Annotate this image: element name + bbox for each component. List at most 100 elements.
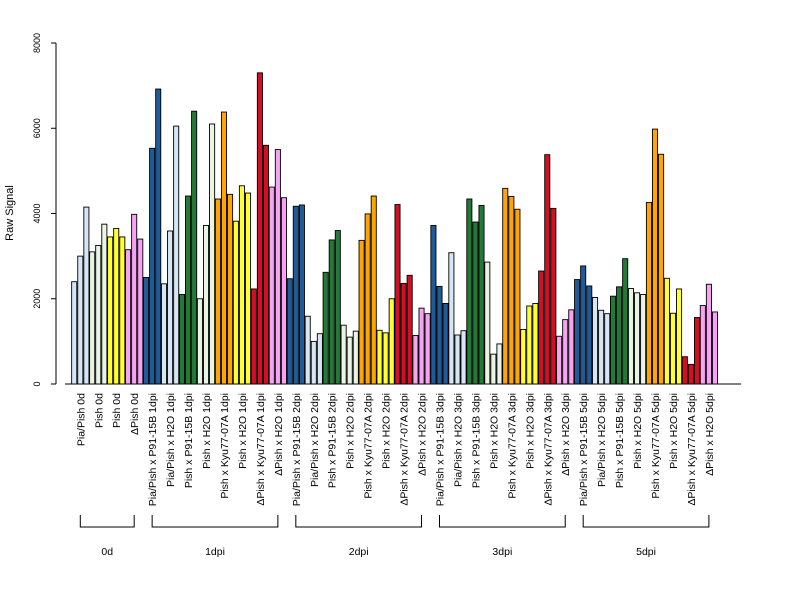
bar [101, 223, 108, 385]
bar [340, 324, 347, 385]
bar [256, 72, 263, 385]
bar [107, 236, 114, 385]
group-label: 2dpi [349, 546, 369, 558]
bar [232, 220, 239, 385]
bar [143, 276, 150, 385]
x-tick-label: ΔPish x H2O 5dpi [704, 393, 716, 476]
x-tick-label: Pish x Kyu77-07A 2dpi [363, 393, 375, 499]
x-tick-label: ΔPish x H2O 3dpi [560, 393, 572, 476]
bar [544, 154, 551, 385]
bar [214, 198, 221, 385]
bar [562, 319, 569, 385]
bar [220, 111, 227, 385]
x-tick-label: Pia/Pish 0d [75, 393, 87, 446]
group-bracket [295, 515, 423, 528]
bar [286, 278, 293, 385]
group-label: 3dpi [492, 546, 512, 558]
y-tick-label: 2000 [32, 289, 42, 309]
y-tick-label: 4000 [32, 203, 42, 223]
bar [634, 292, 641, 385]
y-axis-title: Raw Signal [4, 185, 16, 241]
bar [155, 88, 162, 385]
bar [376, 329, 383, 385]
category-labels: Pia/Pish 0d Pish 0d Pish 0d ΔPish 0d Pia/Pis… [75, 393, 716, 506]
bar [394, 204, 401, 385]
bar [550, 207, 557, 385]
bar [310, 340, 317, 385]
bar [448, 252, 455, 385]
bar [238, 185, 245, 385]
bar [250, 288, 257, 385]
bar [292, 205, 299, 385]
bar [400, 282, 407, 385]
x-tick-label: Pia/Pish x H2O 1dpi [165, 393, 177, 487]
bar [568, 309, 575, 385]
bar [705, 283, 712, 385]
bar [699, 305, 706, 385]
bar [262, 144, 269, 385]
bar [125, 249, 132, 385]
bar [274, 149, 281, 385]
bar [358, 239, 365, 385]
x-tick-label: Pia/Pish x P91-15B 3dpi [435, 393, 447, 506]
bar [137, 238, 144, 385]
bar [131, 213, 138, 385]
bar [592, 297, 599, 385]
bar [71, 281, 78, 385]
bar [406, 274, 413, 385]
bar [472, 221, 479, 385]
bar [280, 197, 287, 385]
x-tick-label: Pish 0d [93, 393, 105, 428]
group-bracket [582, 515, 710, 528]
x-tick-label: Pia/Pish x P91-15B 2dpi [291, 393, 303, 506]
bar [268, 186, 275, 385]
bar [711, 311, 718, 385]
x-tick-label: Pish x H2O 3dpi [524, 393, 536, 469]
x-tick-label: Pish x P91-15B 5dpi [614, 393, 626, 488]
x-tick-label: ΔPish x H2O 1dpi [273, 393, 285, 476]
x-tick-label: Pish x H2O 5dpi [668, 393, 680, 469]
x-tick-label: Pia/Pish x H2O 3dpi [452, 393, 464, 487]
bar [185, 195, 192, 385]
x-tick-label: ΔPish x Kyu77-07A 5dpi [686, 393, 698, 506]
bar [520, 328, 527, 385]
y-tick-label: 0 [32, 381, 42, 386]
bar [681, 356, 688, 385]
x-tick-label: Pish x H2O 3dpi [488, 393, 500, 469]
bar [616, 286, 623, 385]
bar [627, 288, 634, 385]
bar [245, 192, 252, 385]
bar [77, 255, 84, 385]
x-tick-label: Pia/Pish x P91-15B 5dpi [578, 393, 590, 506]
bar [676, 288, 683, 385]
x-tick-label: Pish x H2O 2dpi [345, 393, 357, 469]
bar [460, 330, 467, 385]
bar [556, 335, 563, 385]
bar [604, 313, 611, 385]
bar [316, 333, 323, 385]
bar [209, 123, 216, 385]
bar [113, 227, 120, 385]
y-tick-label: 6000 [32, 118, 42, 138]
bar [484, 261, 491, 385]
x-tick-label: Pia/Pish x P91-15B 1dpi [147, 393, 159, 506]
bar [514, 208, 521, 385]
x-tick-label: Pish x H2O 1dpi [237, 393, 249, 469]
bar [430, 224, 437, 385]
x-tick-label: Pish x H2O 5dpi [632, 393, 644, 469]
bar [83, 206, 90, 385]
bar [574, 279, 581, 385]
bar [370, 195, 377, 385]
bar [622, 258, 629, 385]
group-bracket [439, 515, 566, 528]
bar [167, 230, 174, 385]
bar [538, 270, 545, 385]
bar [694, 317, 701, 385]
group-bracket [79, 515, 135, 528]
bar [328, 239, 335, 385]
group-label: 1dpi [205, 546, 225, 558]
x-tick-label: Pia/Pish x H2O 5dpi [596, 393, 608, 487]
bar [382, 332, 389, 385]
